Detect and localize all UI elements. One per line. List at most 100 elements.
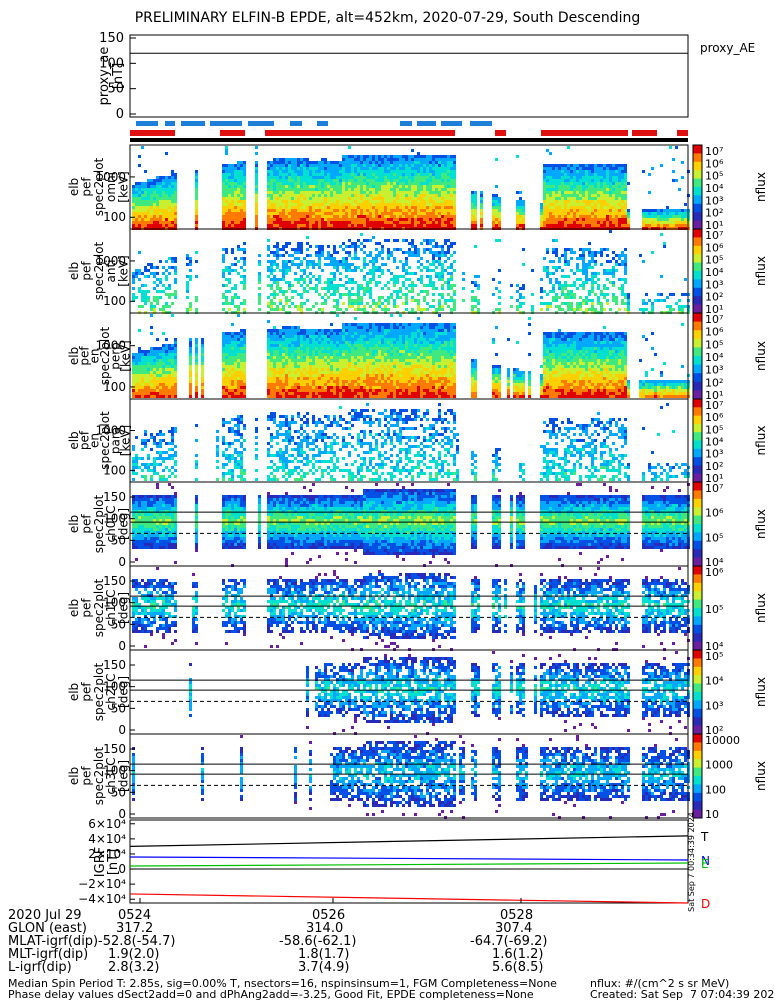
spectrogram-cell bbox=[339, 293, 342, 296]
spectrogram-cell bbox=[597, 209, 600, 212]
spectrogram-cell bbox=[225, 356, 228, 359]
spectrogram-cell bbox=[234, 224, 237, 227]
spectrogram-cell bbox=[447, 188, 450, 191]
spectrogram-cell bbox=[279, 179, 282, 182]
spectrogram-cell bbox=[408, 185, 411, 188]
spectrogram-cell bbox=[156, 278, 159, 281]
spectrogram-cell bbox=[225, 350, 228, 353]
spectrogram-cell bbox=[519, 206, 522, 209]
spectrogram-cell bbox=[267, 365, 270, 368]
spectrogram-cell bbox=[498, 239, 501, 242]
spectrogram-cell bbox=[597, 212, 600, 215]
spectrogram-cell bbox=[540, 221, 543, 224]
spectrogram-cell bbox=[150, 182, 153, 185]
spectrogram-cell bbox=[669, 215, 672, 218]
spectrogram-cell bbox=[564, 197, 567, 200]
spectrogram-cell bbox=[423, 176, 426, 179]
spectrogram-cell bbox=[318, 197, 321, 200]
spectrogram-cell bbox=[321, 173, 324, 176]
spectrogram-cell bbox=[549, 200, 552, 203]
spectrogram-cell bbox=[351, 281, 354, 284]
spectrogram-cell bbox=[273, 188, 276, 191]
spectrogram-cell bbox=[435, 200, 438, 203]
spectrogram-cell bbox=[561, 185, 564, 188]
spectrogram-cell bbox=[372, 269, 375, 272]
spectrogram-cell bbox=[564, 188, 567, 191]
spectrogram-cell bbox=[318, 179, 321, 182]
spectrogram-cell bbox=[498, 221, 501, 224]
spectrogram-cell bbox=[378, 269, 381, 272]
spectrogram-cell bbox=[600, 206, 603, 209]
spectrogram-cell bbox=[351, 161, 354, 164]
spectrogram-cell bbox=[567, 191, 570, 194]
spectrogram-cell bbox=[309, 164, 312, 167]
spectrogram-cell bbox=[579, 185, 582, 188]
spectrogram-cell bbox=[594, 254, 597, 257]
spectrogram-cell bbox=[603, 197, 606, 200]
spectrogram-cell bbox=[624, 209, 627, 212]
spectrogram-cell bbox=[282, 245, 285, 248]
spectrogram-cell bbox=[360, 203, 363, 206]
spectrogram-cell bbox=[426, 164, 429, 167]
spectrogram-cell bbox=[306, 263, 309, 266]
spectrogram-cell bbox=[174, 377, 177, 380]
spectrogram-cell bbox=[408, 284, 411, 287]
spectrogram-cell bbox=[138, 374, 141, 377]
spectrogram-cell bbox=[618, 224, 621, 227]
spectrogram-cell bbox=[315, 206, 318, 209]
spectrogram-cell bbox=[147, 203, 150, 206]
spectrogram-cell bbox=[306, 173, 309, 176]
spectrogram-cell bbox=[612, 266, 615, 269]
spectrogram-cell bbox=[171, 266, 174, 269]
spectrogram-cell bbox=[384, 158, 387, 161]
spectrogram-cell bbox=[429, 218, 432, 221]
spectrogram-cell bbox=[474, 221, 477, 224]
spectrogram-cell bbox=[159, 197, 162, 200]
spectrogram-cell bbox=[153, 266, 156, 269]
spectrogram-cell bbox=[369, 290, 372, 293]
spectrogram-cell bbox=[558, 224, 561, 227]
spectrogram-cell bbox=[171, 194, 174, 197]
spectrogram-cell bbox=[363, 200, 366, 203]
spectrogram-cell bbox=[369, 161, 372, 164]
spectrogram-cell bbox=[591, 191, 594, 194]
spectrogram-cell bbox=[195, 197, 198, 200]
spectrogram-cell bbox=[381, 215, 384, 218]
spectrogram-cell bbox=[450, 275, 453, 278]
spectrogram-cell bbox=[201, 353, 204, 356]
spectrogram-cell bbox=[228, 332, 231, 335]
spectrogram-cell bbox=[378, 182, 381, 185]
spectrogram-cell bbox=[360, 161, 363, 164]
spectrogram-cell bbox=[237, 188, 240, 191]
spectrogram-cell bbox=[546, 188, 549, 191]
spectrogram-cell bbox=[657, 299, 660, 302]
spectrogram-cell bbox=[657, 224, 660, 227]
spectrogram-cell bbox=[348, 266, 351, 269]
spectrogram-cell bbox=[405, 209, 408, 212]
spectrogram-cell bbox=[492, 221, 495, 224]
colorbar-tick-label: 10² bbox=[705, 207, 723, 220]
spectrogram-cell bbox=[411, 254, 414, 257]
spectrogram-cell bbox=[612, 296, 615, 299]
spectrogram-cell bbox=[156, 365, 159, 368]
spectrogram-cell bbox=[417, 251, 420, 254]
spectrogram-cell bbox=[381, 308, 384, 311]
spectrogram-cell bbox=[339, 167, 342, 170]
spectrogram-cell bbox=[417, 176, 420, 179]
spectrogram-cell bbox=[318, 218, 321, 221]
spectrogram-cell bbox=[366, 287, 369, 290]
spectrogram-cell bbox=[393, 221, 396, 224]
spectrogram-cell bbox=[273, 332, 276, 335]
spectrogram-cell bbox=[381, 251, 384, 254]
spectrogram-cell bbox=[228, 221, 231, 224]
spectrogram-cell bbox=[132, 374, 135, 377]
spectrogram-cell bbox=[372, 263, 375, 266]
spectrogram-cell bbox=[300, 170, 303, 173]
spectrogram-cell bbox=[234, 209, 237, 212]
spectrogram-cell bbox=[600, 164, 603, 167]
spectrogram-cell bbox=[381, 269, 384, 272]
spectrogram-cell bbox=[438, 182, 441, 185]
spectrogram-cell bbox=[498, 215, 501, 218]
spectrogram-cell bbox=[285, 200, 288, 203]
spectrogram-cell bbox=[423, 164, 426, 167]
